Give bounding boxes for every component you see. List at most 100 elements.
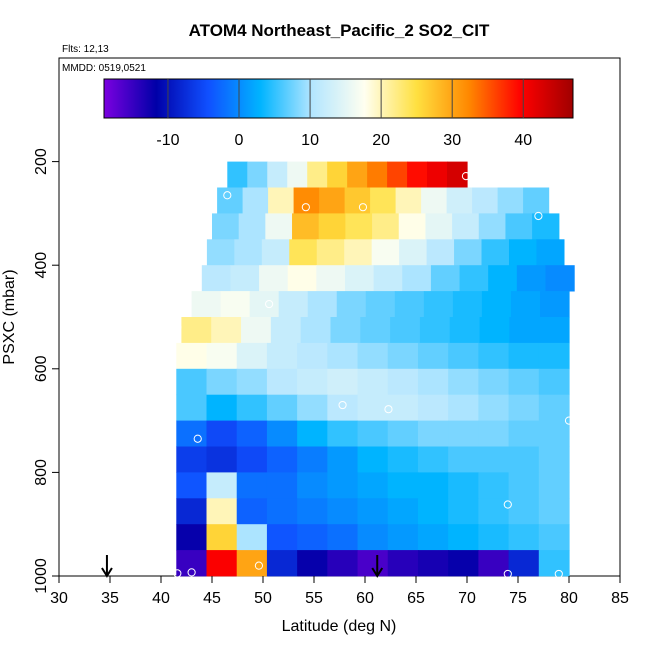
heatmap-cell [478, 394, 510, 421]
heatmap-cell [287, 265, 317, 292]
heatmap-cell [206, 239, 235, 266]
heatmap-cell [297, 368, 328, 396]
colorbar-ticks: -10 0 10 20 30 40 [156, 79, 532, 149]
heatmap-cell [508, 420, 540, 447]
heatmap-cell [327, 472, 359, 499]
heatmap-cell [289, 239, 318, 266]
heatmap-cell [538, 394, 570, 421]
heatmap-cell [448, 420, 479, 447]
heatmap-cell [297, 498, 328, 525]
heatmap-cell [478, 550, 510, 577]
heatmap-cell [236, 550, 268, 577]
heatmap-cell [270, 317, 302, 344]
heatmap-cell [478, 472, 510, 499]
heatmap-cell [425, 213, 453, 240]
heatmap-cell [478, 342, 510, 370]
heatmap-cell [236, 446, 268, 473]
heatmap-cell [423, 291, 454, 318]
heatmap-cell [390, 317, 421, 344]
heatmap-cell [266, 446, 298, 473]
heatmap-cell [181, 317, 212, 344]
heatmap-cell [236, 472, 268, 499]
heatmap-cell [387, 368, 419, 396]
sample-point [187, 568, 196, 577]
heatmap-cell [371, 239, 400, 266]
y-axis: 200 400 600 800 1000 [33, 148, 59, 594]
sample-point [254, 561, 264, 570]
colorbar-tick-label: 0 [235, 132, 244, 149]
heatmap-cell [266, 498, 298, 525]
heatmap-cell [417, 524, 449, 551]
heatmap-cell [238, 213, 266, 240]
heatmap-cell [448, 342, 479, 370]
heatmap-cell [217, 187, 244, 214]
heatmap-cell [478, 368, 510, 396]
x-axis-label: Latitude (deg N) [282, 618, 397, 635]
heatmap-cell [523, 187, 550, 214]
colorbar-tick-label: -10 [156, 132, 179, 149]
sample-point [461, 172, 471, 181]
heatmap-cell [508, 498, 540, 525]
heatmap-cell [538, 446, 570, 473]
sample-point [564, 416, 574, 425]
heatmap-cell [236, 524, 268, 551]
heatmap-cell [497, 187, 524, 214]
heatmap-cell [387, 550, 419, 577]
heatmap-cell [508, 368, 540, 396]
heatmap-cell [407, 161, 428, 188]
x-tick-label: 45 [203, 590, 221, 607]
heatmap-cell [538, 550, 570, 577]
arrow-marker [101, 555, 113, 578]
heatmap-cell [220, 291, 251, 318]
heatmap-cell [261, 239, 290, 266]
sample-points [173, 172, 579, 579]
heatmap-cell [307, 161, 328, 188]
heatmap-cell [367, 161, 388, 188]
heatmap-cell [176, 394, 208, 421]
sample-point [570, 292, 579, 301]
heatmap-cell [459, 265, 489, 292]
heatmap-cell [538, 498, 570, 525]
sample-point [193, 434, 202, 443]
heatmap-cell [448, 472, 479, 499]
sample-point [338, 400, 347, 410]
heatmap-cell [236, 498, 268, 525]
heatmap-cell [211, 317, 242, 344]
heatmap-cell [236, 394, 268, 421]
heatmap-cell [538, 342, 570, 370]
sample-point [301, 203, 310, 212]
heatmap-cell [297, 420, 328, 447]
heatmap-cell [327, 446, 359, 473]
heatmap-cell [448, 498, 479, 525]
heatmap-cell [417, 446, 449, 473]
y-axis-label: PSXC (mbar) [1, 269, 18, 364]
heatmap-cell [539, 317, 570, 344]
x-tick-label: 70 [458, 590, 476, 607]
heatmap-cell [479, 317, 510, 344]
heatmap-cell [297, 446, 328, 473]
heatmap-cell [508, 550, 540, 577]
heatmap-cell [300, 317, 332, 344]
heatmap-cell [387, 342, 419, 370]
heatmap-cell [287, 161, 308, 188]
heatmap-cell [454, 239, 483, 266]
heatmap-cell [236, 342, 268, 370]
heatmap-cell [357, 446, 389, 473]
heatmap-cell [266, 420, 298, 447]
heatmap-cell [452, 213, 480, 240]
x-tick-label: 50 [254, 590, 272, 607]
heatmap-cell [345, 213, 373, 240]
heatmap-cell [176, 472, 208, 499]
heatmap-cell [347, 161, 368, 188]
heatmap-cell [176, 524, 208, 551]
heatmap-cell [481, 239, 510, 266]
heatmap-cell [266, 550, 298, 577]
heatmap-cell [478, 498, 510, 525]
heatmap-cell [327, 368, 359, 396]
heatmap-cell [292, 213, 320, 240]
sample-point [223, 191, 232, 200]
heatmap-cell [206, 498, 238, 525]
heatmap-cell [387, 498, 419, 525]
sample-point [384, 405, 393, 414]
